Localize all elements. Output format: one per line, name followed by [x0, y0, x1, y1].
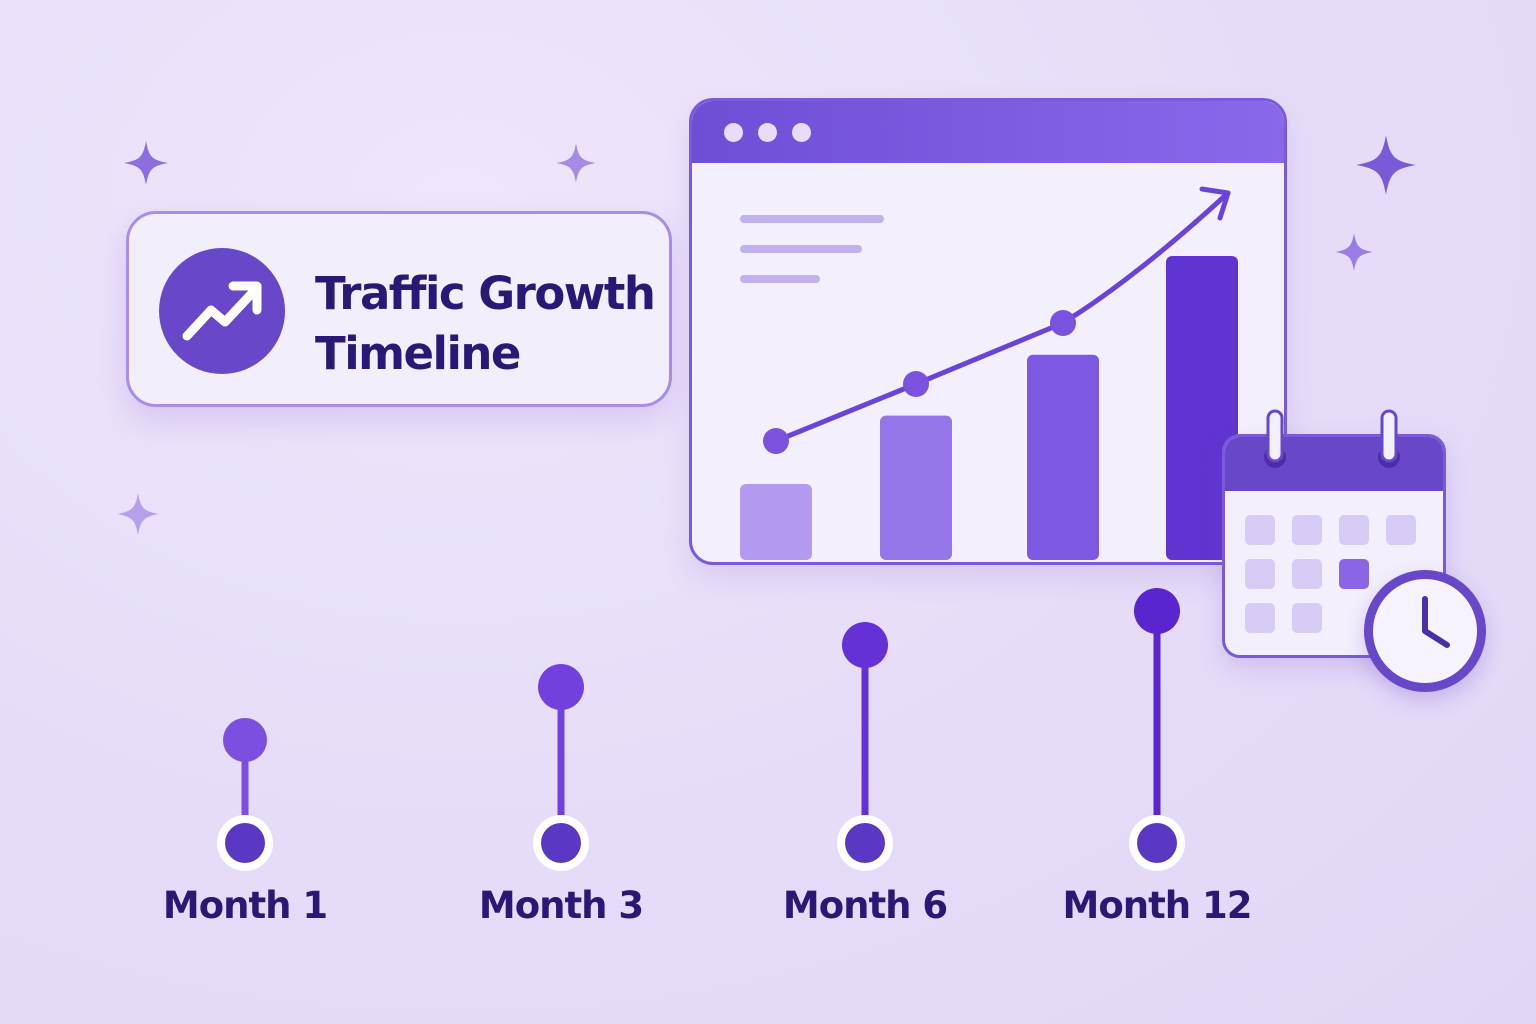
calendar-cell — [1245, 559, 1275, 589]
trend-point — [1050, 310, 1076, 336]
placeholder-text-line — [740, 245, 862, 253]
milestone-top-dot — [842, 622, 888, 668]
window-dot — [792, 123, 811, 142]
milestone-label: Month 12 — [1062, 884, 1253, 927]
chart-bar — [1027, 354, 1099, 560]
calendar-cell — [1245, 515, 1275, 545]
milestone-top-dot — [223, 718, 267, 762]
placeholder-text-line — [740, 215, 884, 223]
calendar-cell — [1292, 559, 1322, 589]
calendar-cell — [1386, 515, 1416, 545]
trend-up-icon — [159, 248, 285, 374]
milestone-label: Month 3 — [478, 884, 644, 927]
calendar-cell — [1292, 515, 1322, 545]
page-title: Traffic Growth Timeline — [315, 264, 665, 384]
milestone-node — [845, 823, 885, 863]
window-dot — [758, 123, 777, 142]
bar-chart — [740, 186, 1238, 560]
calendar-cell — [1245, 603, 1275, 633]
milestone-node — [225, 823, 265, 863]
milestone-top-dot — [1134, 588, 1180, 634]
chart-bar — [880, 415, 952, 560]
trend-arrow-head — [1199, 186, 1231, 221]
title-line-1: Traffic Growth — [315, 267, 656, 320]
trend-point — [903, 371, 929, 397]
trend-point — [763, 428, 789, 454]
milestone-label: Month 1 — [162, 884, 328, 927]
title-card: Traffic Growth Timeline — [126, 211, 672, 407]
chart-bar — [740, 484, 812, 560]
browser-window — [689, 98, 1287, 565]
window-dot — [724, 123, 743, 142]
placeholder-text-line — [740, 275, 820, 283]
calendar-cell — [1339, 515, 1369, 545]
milestone-node — [541, 823, 581, 863]
clock-icon — [1364, 570, 1486, 692]
milestone-top-dot — [538, 664, 584, 710]
calendar-header — [1225, 437, 1443, 491]
calendar-rings — [1264, 409, 1400, 468]
milestone-label: Month 6 — [782, 884, 948, 927]
calendar-cell — [1292, 603, 1322, 633]
title-line-2: Timeline — [315, 327, 521, 380]
milestone-node — [1137, 823, 1177, 863]
browser-titlebar — [692, 101, 1284, 163]
calendar-cell-highlight — [1339, 559, 1369, 589]
chart-bar — [1166, 256, 1238, 560]
